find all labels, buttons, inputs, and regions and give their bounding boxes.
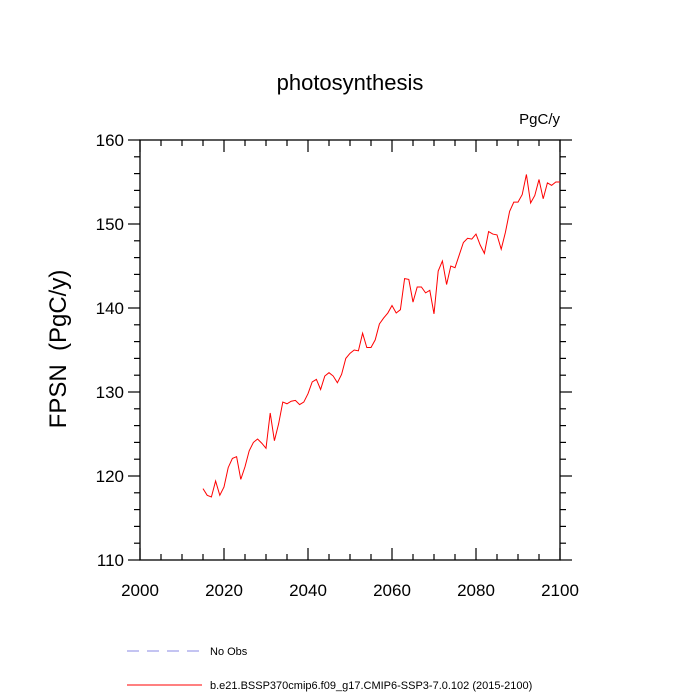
y-tick-label: 130: [96, 383, 124, 402]
series-line: [202, 174, 560, 498]
legend: No Obs b.e21.BSSP370cmip6.f09_g17.CMIP6-S…: [127, 646, 532, 692]
x-tick-label: 2020: [205, 581, 243, 600]
x-tick-label: 2060: [373, 581, 411, 600]
x-tick-label: 2040: [289, 581, 327, 600]
y-tick-label: 140: [96, 299, 124, 318]
x-tick-label: 2000: [121, 581, 159, 600]
y-axis-label: FPSN (PgC/y): [45, 270, 72, 429]
tick-labels: 2000 2020 2040 2060 2080 2100 110 120 130 140 150 1…: [96, 131, 579, 600]
units-label: PgC/y: [519, 111, 560, 128]
legend-label: No Obs: [210, 646, 248, 658]
x-tick-label: 2100: [541, 581, 579, 600]
y-tick-label: 120: [96, 467, 124, 486]
axis-ticks: [128, 139, 572, 561]
legend-label: b.e21.BSSP370cmip6.f09_g17.CMIP6-SSP3-7.…: [210, 680, 532, 692]
plot-frame: [139, 139, 561, 561]
y-tick-label: 160: [96, 131, 124, 150]
y-tick-label: 150: [96, 215, 124, 234]
series-layer: [202, 174, 560, 498]
y-tick-label: 110: [97, 551, 124, 570]
chart-title: photosynthesis: [277, 70, 424, 95]
x-tick-label: 2080: [457, 581, 495, 600]
